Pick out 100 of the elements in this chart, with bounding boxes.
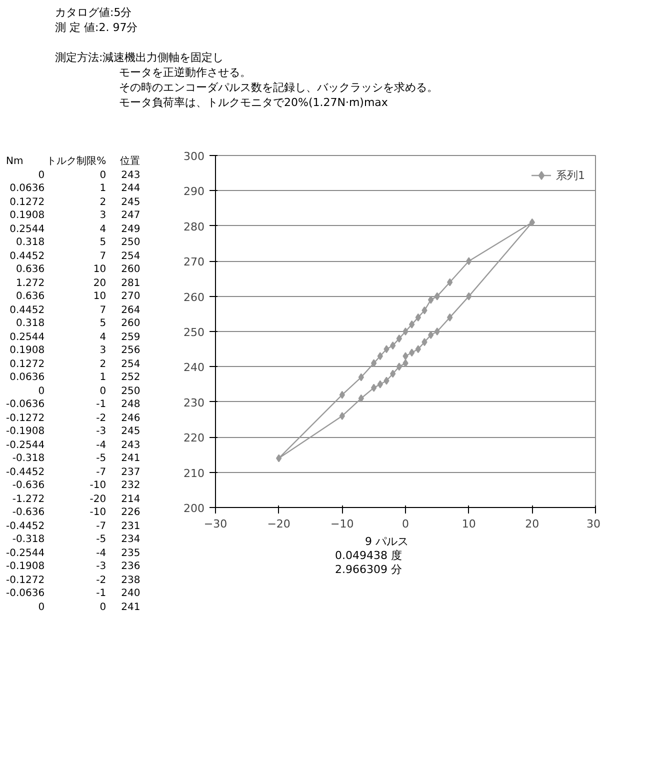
point [428, 296, 434, 304]
text: 5 [98, 236, 108, 250]
text: 245 [120, 196, 142, 209]
text: 0.4452 [8, 304, 46, 317]
text: 260 [120, 263, 142, 276]
text: -0.4452 [5, 520, 46, 533]
text: 3 [98, 209, 108, 222]
y-tick-label: 240 [184, 361, 205, 374]
text: 0.2544 [8, 222, 46, 236]
text: カタログ値:5分 [55, 6, 132, 19]
text: 10 [92, 263, 108, 276]
y-tick-label: 210 [184, 466, 205, 480]
text: 234 [120, 533, 142, 546]
text: -0.636 [11, 479, 46, 492]
text: -0.4452 [5, 466, 46, 479]
text: その時のエンコーダパルス数を記録し、バックラッシを求める。 [118, 81, 438, 94]
y-tick-label: 250 [184, 326, 205, 339]
point [384, 376, 390, 385]
text: 20 [92, 276, 108, 290]
point [339, 412, 345, 420]
x-tick-label: −10 [330, 518, 354, 530]
point [396, 334, 402, 343]
text: 7 [98, 250, 108, 263]
text: 252 [120, 371, 142, 384]
legend-label: 系列1 [556, 168, 585, 182]
text: 231 [120, 520, 142, 533]
text: 256 [120, 344, 142, 358]
text: 240 [120, 587, 142, 600]
text: -0.1272 [5, 412, 46, 425]
text: 0.4452 [8, 250, 46, 263]
text: 1 [98, 182, 108, 196]
point [415, 313, 421, 322]
y-tick-label: 270 [184, 256, 205, 269]
y-tick-label: 260 [184, 290, 205, 304]
text: 0.1272 [8, 196, 46, 209]
text: 0.1272 [8, 358, 46, 371]
text: 位置 [119, 155, 142, 168]
text: 250 [120, 384, 142, 398]
text: 247 [120, 209, 142, 222]
text: 238 [120, 574, 142, 587]
point [390, 370, 396, 378]
point [434, 292, 440, 300]
text: -0.1272 [5, 574, 46, 587]
point [402, 328, 408, 336]
point [422, 338, 428, 346]
text: -2 [95, 412, 108, 425]
point [428, 331, 434, 340]
point [371, 359, 377, 368]
text: 0 [98, 600, 108, 614]
point [276, 454, 282, 462]
text: 264 [120, 304, 142, 317]
point [339, 390, 345, 399]
x-tick-label: 20 [525, 518, 540, 530]
point [377, 380, 383, 388]
text: トルク制限% [46, 155, 108, 168]
text: -0.1908 [5, 560, 46, 574]
point [402, 352, 408, 360]
text: 7 [98, 304, 108, 317]
text: 2 [98, 196, 108, 209]
text: 2.966309 分 [335, 563, 402, 576]
text: 4 [98, 222, 108, 236]
text: 235 [120, 546, 142, 560]
text: 226 [120, 506, 142, 520]
point [409, 348, 415, 357]
text: 246 [120, 412, 142, 425]
text: 259 [120, 330, 142, 344]
x-tick-label: −30 [204, 518, 228, 530]
point [447, 313, 453, 322]
text: -0.318 [11, 533, 46, 546]
text: 9 パルス [364, 535, 408, 548]
text: 241 [120, 600, 142, 614]
text: 0 [37, 600, 46, 614]
text: -20 [88, 492, 108, 506]
text: -5 [95, 533, 108, 546]
text: 237 [120, 466, 142, 479]
point [358, 394, 364, 402]
text: 0 [37, 168, 46, 182]
text: 241 [120, 452, 142, 466]
text: 243 [120, 438, 142, 452]
text: -0.2544 [5, 546, 46, 560]
text: -0.0636 [5, 398, 46, 412]
text: 0.1908 [8, 344, 46, 358]
point [447, 278, 453, 286]
point [377, 352, 383, 360]
text: -0.2544 [5, 438, 46, 452]
text: 0.318 [14, 317, 46, 330]
y-tick-label: 220 [184, 432, 205, 445]
text: 1.272 [14, 276, 46, 290]
point [390, 342, 396, 350]
point [422, 306, 428, 314]
text: 281 [120, 276, 142, 290]
text: 0.049438 度 [335, 549, 402, 562]
text: -0.636 [11, 506, 46, 520]
text: -4 [95, 546, 108, 560]
point [409, 320, 415, 328]
text: 0.318 [14, 236, 46, 250]
text: -7 [95, 466, 108, 479]
x-tick-label: 0 [402, 518, 409, 530]
y-tick-label: 200 [184, 502, 205, 515]
text: 0 [98, 168, 108, 182]
